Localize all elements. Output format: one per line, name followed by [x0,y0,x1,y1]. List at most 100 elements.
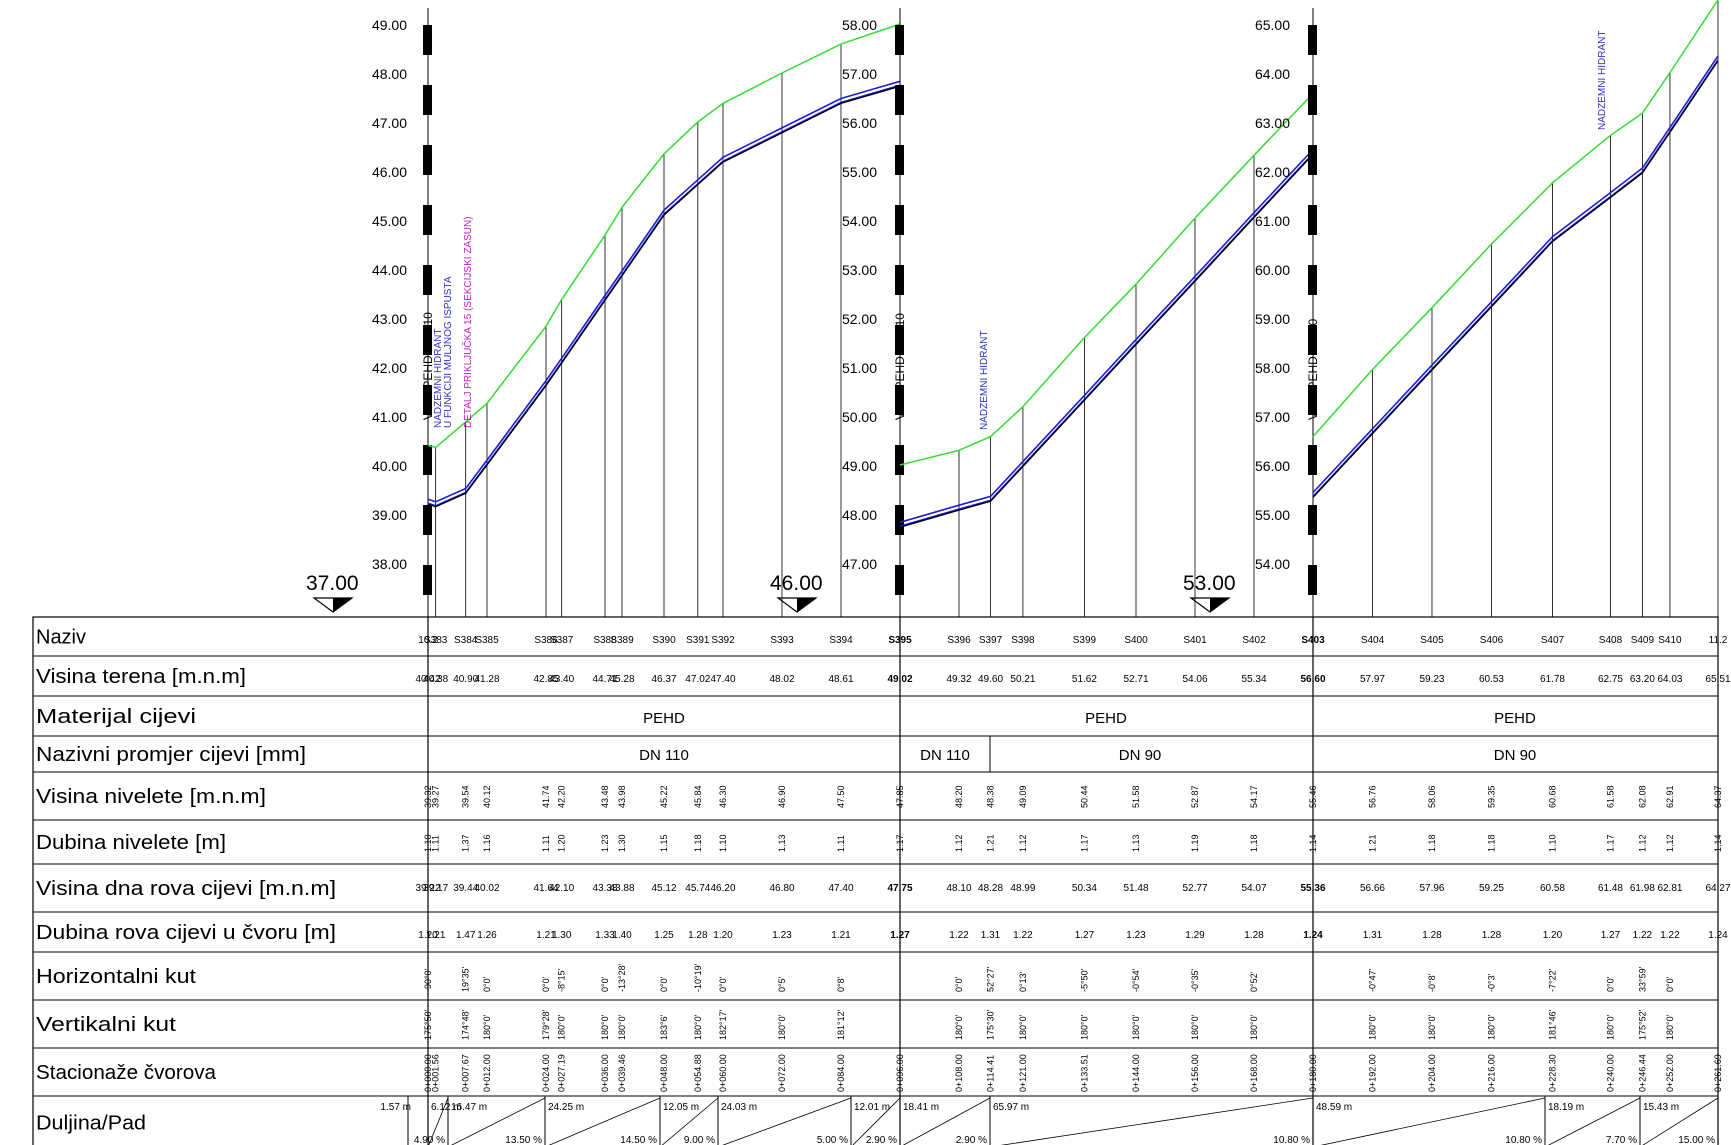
axis-scale-block [1308,325,1317,355]
profile-section-1: 49.00 48.00 47.00 46.00 45.00 44.00 43.00 42.00… [372,8,901,617]
node-station: 0+121.00 [1018,1054,1028,1092]
axis-scale-block [1308,265,1317,295]
terrain-elevation: 49.32 [946,674,971,685]
node-name: S395 [888,635,912,646]
pipe-depth: 1.10 [718,834,728,852]
table-row-label: Vertikalni kut [36,1014,177,1036]
pipe-depth: 1.11 [836,835,846,852]
pipe-depth: 1.19 [1190,834,1200,852]
segment-slope-line [902,1097,991,1145]
segment-length: 16.47 m [451,1102,487,1113]
node-station: 0+024.00 [541,1054,551,1092]
y-tick-label: 55.00 [842,164,877,180]
node-station: 0+048.00 [659,1054,669,1092]
pipe-axis-line [899,152,1314,528]
horizontal-angle: 0°5' [777,976,787,992]
pipe-elevation: 62.08 [1637,785,1647,808]
terrain-elevation: 64.03 [1657,674,1682,685]
axis-scale-block [895,265,904,295]
vertical-angle: 180°0' [1249,1014,1259,1040]
vertical-angle: 180°0' [1190,1014,1200,1040]
y-tick-label: 49.00 [842,458,877,474]
vertical-angle: 180°0' [600,1014,610,1040]
segment-slope-line [1642,1097,1719,1145]
axis-scale-block [423,565,432,595]
pipe-elevation: 51.58 [1131,785,1141,808]
node-station: 0+012.00 [482,1054,492,1092]
y-tick-label: 45.00 [372,213,407,229]
y-tick-label: 49.00 [372,17,407,33]
segment-slope: 5.00 % [817,1135,848,1145]
node-name: S384 [454,635,478,646]
vertical-angle: 180°0' [482,1014,492,1040]
terrain-elevation: 47.02 [685,674,710,685]
table-row-label: Stacionaže čvorova [36,1062,217,1084]
horizontal-angle: 0°0' [600,976,610,992]
datum-marker: 46.00 [770,572,823,613]
pipe-depth: 1.12 [1665,834,1675,852]
table-row-label: Visina nivelete [m.n.m] [36,786,266,808]
horizontal-angle: -0°47' [1367,968,1377,992]
node-name: S394 [829,635,853,646]
terrain-line [899,93,1314,466]
y-tick-label: 58.00 [1255,360,1290,376]
terrain-elevation: 40.90 [453,674,478,685]
vertical-angle: 183°6' [659,1014,669,1040]
axis-scale-block [895,385,904,415]
node-name: S410 [1658,635,1682,646]
trench-depth: 1.25 [654,930,674,941]
y-tick-label: 54.00 [1255,556,1290,572]
y-tick-label: 42.00 [372,360,407,376]
axis-scale-block [895,205,904,235]
vertical-angle: 180°0' [1079,1014,1089,1040]
horizontal-angle: -0°35' [1190,968,1200,992]
axis-scale-block [1308,565,1317,595]
terrain-elevation: 40.42 [415,674,440,685]
horizontal-angle: 0°8' [836,976,846,992]
pipe-depth: 1.15 [659,834,669,852]
horizontal-angle: 0°52' [1249,971,1259,992]
trench-bottom-elevation: 40.02 [474,883,499,894]
trench-bottom-elevation: 39.22 [415,883,440,894]
horizontal-angle: 0°0' [659,976,669,992]
pipe-elevation: 47.50 [836,785,846,808]
axis-scale-block [423,445,432,475]
datum-markers: 37.00 46.00 53.00 [306,572,1236,613]
pipe-depth: 1.17 [1079,834,1089,852]
trench-bottom-elevation: 43.88 [609,883,634,894]
horizontal-angle: -8°15' [557,968,567,992]
trench-bottom-elevation: 45.74 [685,883,710,894]
pipe-elevation: 40.12 [482,785,492,808]
node-station: 0+096.00 [895,1054,905,1092]
table-row-label: Dubina rova cijevi u čvoru [m] [36,922,336,944]
trench-depth: 1.22 [1633,930,1653,941]
terrain-elevation: 48.02 [769,674,794,685]
trench-bottom-elevation: 41.64 [533,883,558,894]
trench-bottom-elevation: 50.34 [1072,883,1097,894]
horizontal-angle: 0°13' [1018,971,1028,992]
pipe-elevation: 54.17 [1249,785,1259,808]
pipe-diameter: DN 90 [1494,747,1537,764]
trench-bottom-elevation: 52.77 [1182,883,1207,894]
trench-depth: 1.21 [426,930,446,941]
pipe-elevation: 39.27 [431,785,441,808]
pipe-depth: 1.16 [482,834,492,852]
horizontal-angle: 0°0' [541,976,551,992]
node-station: 0+156.00 [1190,1054,1200,1092]
axis-scale-block [423,205,432,235]
segment-slope: 13.50 % [505,1135,542,1145]
vertical-angle: 180°0' [1367,1014,1377,1040]
node-name: S407 [1541,635,1565,646]
horizontal-angle: 0°0' [954,976,964,992]
terrain-line [1312,0,1719,438]
node-station: 0+036.00 [600,1054,610,1092]
terrain-elevation: 42.85 [533,674,558,685]
segment-slope: 2.90 % [956,1135,987,1145]
pipe-depth: 1.21 [1367,834,1377,852]
pipe-depth: 1.10 [1547,834,1557,852]
node-name: S390 [652,635,676,646]
node-name: S392 [711,635,735,646]
axis-scale-block [895,565,904,595]
vertical-angle: 179°28' [541,1009,551,1040]
node-name: S393 [770,635,794,646]
